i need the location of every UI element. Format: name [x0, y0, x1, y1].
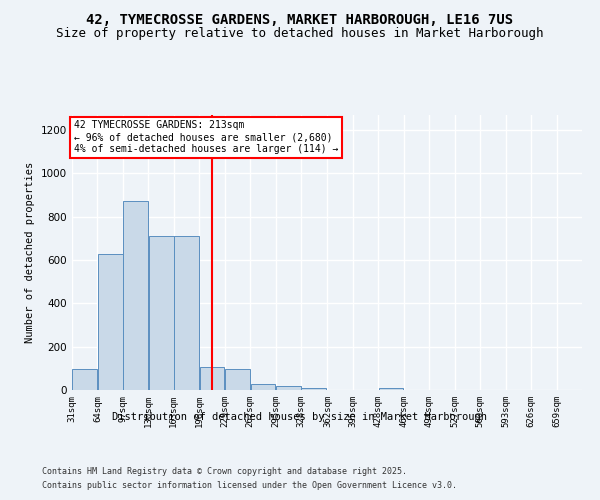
Bar — [174, 236, 199, 390]
Bar — [200, 368, 224, 390]
Text: 42, TYMECROSSE GARDENS, MARKET HARBOROUGH, LE16 7US: 42, TYMECROSSE GARDENS, MARKET HARBOROUG… — [86, 12, 514, 26]
Bar — [251, 384, 275, 390]
Text: Contains HM Land Registry data © Crown copyright and database right 2025.: Contains HM Land Registry data © Crown c… — [42, 468, 407, 476]
Bar — [225, 370, 250, 390]
Y-axis label: Number of detached properties: Number of detached properties — [25, 162, 35, 343]
Bar — [149, 236, 173, 390]
Text: 42 TYMECROSSE GARDENS: 213sqm
← 96% of detached houses are smaller (2,680)
4% of: 42 TYMECROSSE GARDENS: 213sqm ← 96% of d… — [74, 120, 338, 154]
Bar — [276, 386, 301, 390]
Text: Contains public sector information licensed under the Open Government Licence v3: Contains public sector information licen… — [42, 481, 457, 490]
Bar — [379, 388, 403, 390]
Bar — [73, 370, 97, 390]
Text: Distribution of detached houses by size in Market Harborough: Distribution of detached houses by size … — [113, 412, 487, 422]
Text: Size of property relative to detached houses in Market Harborough: Size of property relative to detached ho… — [56, 28, 544, 40]
Bar — [123, 200, 148, 390]
Bar — [301, 388, 326, 390]
Bar — [98, 254, 122, 390]
